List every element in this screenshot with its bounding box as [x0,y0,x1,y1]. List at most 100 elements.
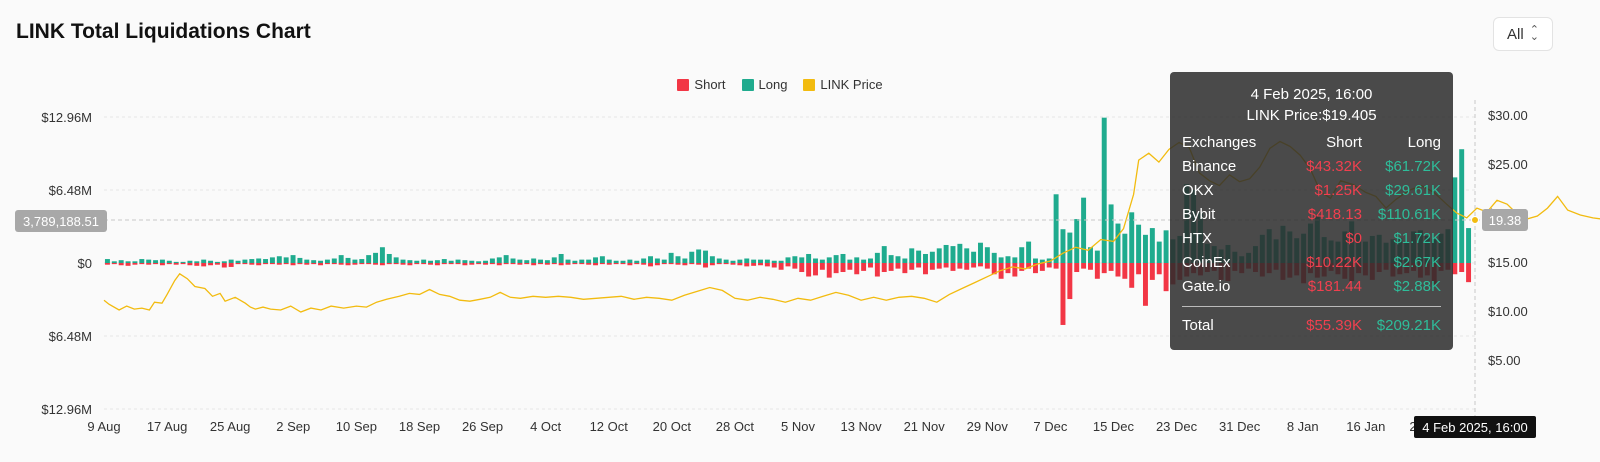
short-bar [909,263,915,270]
long-bar [476,261,482,263]
tooltip-long-value: $2.88K [1393,277,1441,295]
short-bar [1452,263,1458,275]
long-bar [153,260,159,263]
short-bar [641,263,647,265]
long-bar [998,257,1004,263]
long-bar [531,258,537,263]
long-bar [929,251,935,263]
short-bar [558,263,564,266]
short-bar [778,263,784,270]
tooltip-short-value: $0 [1345,229,1362,247]
long-bar [641,258,647,263]
long-bar [902,258,908,263]
short-bar [613,263,619,265]
short-bar [1459,263,1465,273]
x-axis-tick: 31 Dec [1219,419,1261,434]
short-bar [847,263,853,270]
short-bar [868,263,873,268]
short-bar [1163,263,1169,292]
tooltip-long-value: $1.72K [1393,229,1441,247]
long-bar [393,257,399,263]
long-bar [1081,197,1087,263]
long-bar [194,261,200,263]
long-bar [751,259,757,263]
long-bar [187,260,193,263]
long-bar [359,259,365,263]
short-bar [111,263,117,265]
short-bar [194,263,200,266]
short-bar [943,263,949,268]
long-bar [510,258,516,263]
long-bar [606,259,612,263]
crosshair-price-box [1482,209,1528,231]
short-bar [283,263,289,265]
short-bar [503,263,509,265]
price-swatch-icon [803,78,816,91]
short-bar [1087,263,1093,270]
left-axis-tick: $12.96M [41,402,92,417]
short-bar [249,263,255,265]
tooltip-long-value: $2.67K [1393,253,1441,271]
long-bar [744,258,750,263]
short-bar [510,263,516,265]
long-bar [414,260,420,263]
long-bar [868,258,873,263]
short-bar [586,263,592,265]
short-bar [792,263,798,269]
tooltip-row: Bybit $418.13 $110.61K [1182,202,1441,226]
tooltip-exchange: CoinEx [1182,253,1231,271]
legend-item-long[interactable]: Long [741,77,787,92]
short-bar [524,263,530,265]
short-bar [366,263,372,265]
short-bar [957,263,963,269]
x-axis-tick: 23 Dec [1156,419,1198,434]
chart-tooltip: 4 Feb 2025, 16:00 LINK Price:$19.405 Exc… [1170,72,1453,350]
long-bar [620,260,626,263]
long-bar [304,259,310,263]
short-bar [1136,263,1142,275]
long-bar [276,256,282,263]
long-bar [1156,241,1162,263]
short-bar [751,263,757,266]
short-bar [709,263,715,266]
long-bar [1466,228,1472,263]
short-bar [599,263,605,265]
long-bar [441,259,447,263]
long-bar [826,257,832,263]
short-bar [895,263,901,269]
range-select[interactable]: All ⌃ ⌄ [1493,17,1553,51]
tooltip-row: OKX $1.25K $29.61K [1182,178,1441,202]
short-bar [373,263,379,265]
short-bar [428,263,434,265]
legend-item-short[interactable]: Short [677,77,726,92]
short-bar [517,263,523,265]
long-bar [118,260,124,263]
short-bar [400,263,406,265]
long-bar [104,259,110,263]
long-bar [1019,247,1025,263]
long-bar [1039,259,1045,263]
long-bar [173,261,179,263]
long-bar [1101,117,1107,263]
long-bar [1163,230,1169,263]
long-bar [1012,257,1018,263]
legend-item-price[interactable]: LINK Price [803,77,883,92]
long-bar [778,260,784,263]
short-bar [964,263,970,270]
long-bar [263,259,269,263]
long-bar [249,259,255,263]
long-bar [661,259,667,263]
long-bar [709,256,715,263]
short-bar [771,263,777,268]
short-bar [730,263,736,265]
short-bar [338,263,344,265]
long-bar [132,261,138,263]
short-bar [799,263,805,273]
long-bar [1094,250,1100,263]
long-bar [923,253,928,263]
short-bar [627,263,633,266]
short-bar [902,263,908,274]
long-bar [517,259,523,263]
long-bar [723,259,729,263]
short-bar [201,263,207,267]
